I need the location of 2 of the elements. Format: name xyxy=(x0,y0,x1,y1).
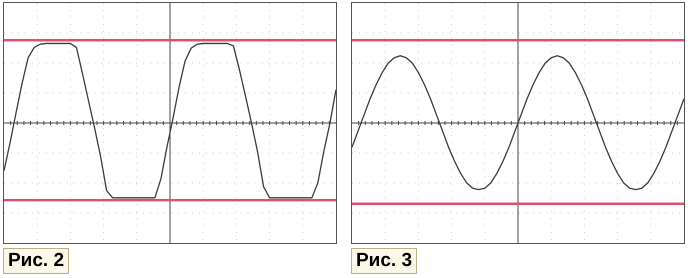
text: Рис. 3 xyxy=(351,248,418,274)
text: Рис. 2 xyxy=(3,248,70,274)
